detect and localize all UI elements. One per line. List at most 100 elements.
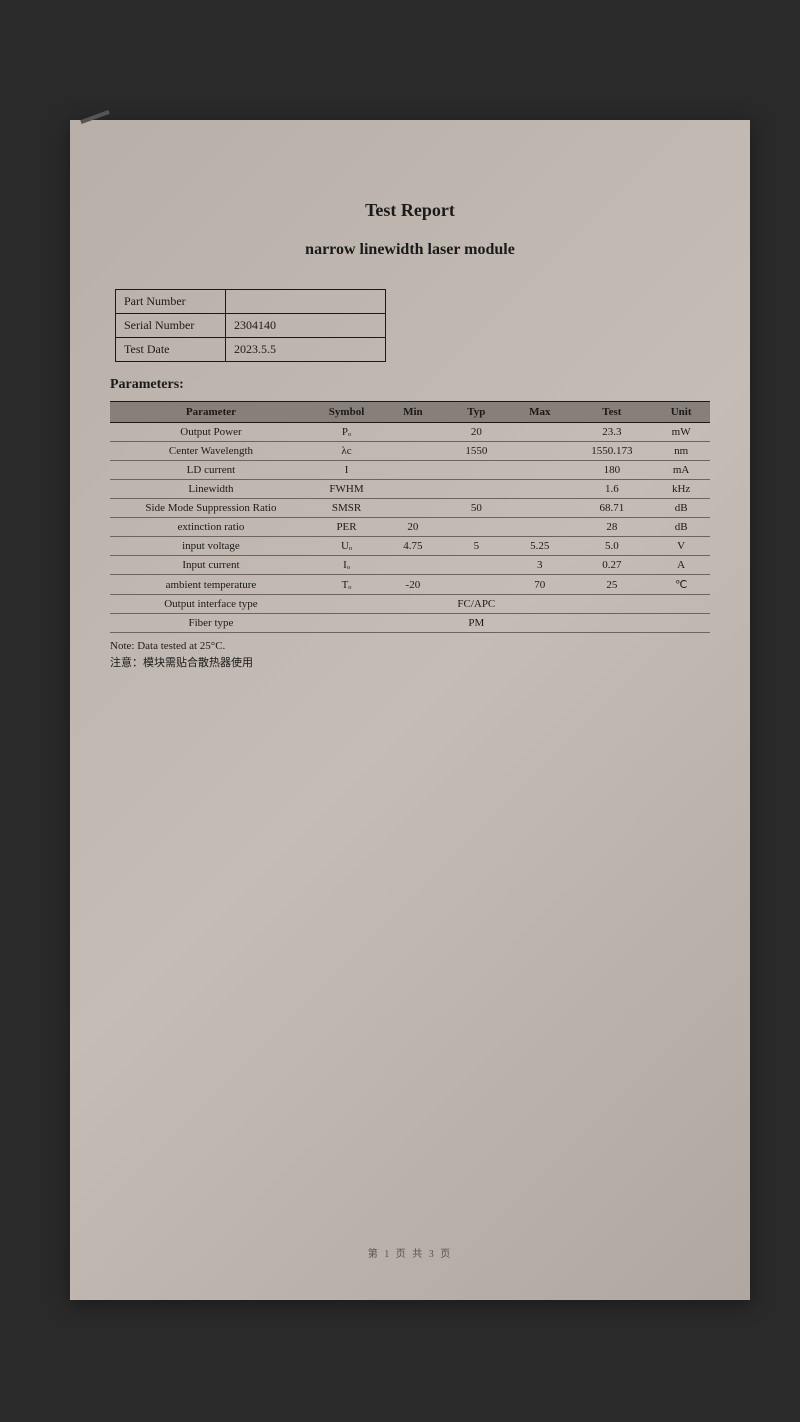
info-table: Part Number Serial Number 2304140 Test D… bbox=[115, 289, 386, 362]
cell-min: 4.75 bbox=[381, 537, 444, 556]
cell-max bbox=[508, 480, 571, 499]
cell-typ: 50 bbox=[445, 499, 508, 518]
table-row: Output PowerPₒ 20 23.3mW bbox=[110, 423, 710, 442]
serial-number-value: 2304140 bbox=[226, 314, 386, 338]
table-header-row: Parameter Symbol Min Typ Max Test Unit bbox=[110, 402, 710, 423]
cell-symbol: Iₒ bbox=[312, 556, 381, 575]
part-number-label: Part Number bbox=[116, 290, 226, 314]
report-title: Test Report bbox=[110, 200, 710, 221]
cell-max: 3 bbox=[508, 556, 571, 575]
cell-unit: mA bbox=[652, 461, 710, 480]
cell-min bbox=[381, 556, 444, 575]
cell-parameter: Fiber type bbox=[110, 614, 312, 633]
note-line-2: 注意：模块需贴合散热器使用 bbox=[110, 655, 710, 672]
info-row-test-date: Test Date 2023.5.5 bbox=[116, 338, 386, 362]
table-row: ambient temperatureTₒ-207025℃ bbox=[110, 575, 710, 595]
cell-symbol bbox=[312, 595, 381, 614]
cell-test: 25 bbox=[572, 575, 653, 595]
cell-min bbox=[381, 423, 444, 442]
test-date-label: Test Date bbox=[116, 338, 226, 362]
cell-unit: V bbox=[652, 537, 710, 556]
cell-test bbox=[572, 614, 653, 633]
cell-min bbox=[381, 442, 444, 461]
cell-test: 180 bbox=[572, 461, 653, 480]
cell-unit: A bbox=[652, 556, 710, 575]
cell-max bbox=[508, 518, 571, 537]
info-row-serial-number: Serial Number 2304140 bbox=[116, 314, 386, 338]
cell-symbol: FWHM bbox=[312, 480, 381, 499]
header-test: Test bbox=[572, 402, 653, 423]
cell-unit: dB bbox=[652, 499, 710, 518]
parameters-table: Parameter Symbol Min Typ Max Test Unit O… bbox=[110, 401, 710, 633]
cell-typ bbox=[445, 480, 508, 499]
cell-symbol: SMSR bbox=[312, 499, 381, 518]
part-number-value bbox=[226, 290, 386, 314]
table-row: extinction ratioPER20 28dB bbox=[110, 518, 710, 537]
cell-value: PM bbox=[381, 614, 571, 633]
header-min: Min bbox=[381, 402, 444, 423]
cell-typ: 20 bbox=[445, 423, 508, 442]
cell-test: 23.3 bbox=[572, 423, 653, 442]
test-date-value: 2023.5.5 bbox=[226, 338, 386, 362]
cell-parameter: Output interface type bbox=[110, 595, 312, 614]
cell-unit: nm bbox=[652, 442, 710, 461]
cell-min: 20 bbox=[381, 518, 444, 537]
cell-test: 5.0 bbox=[572, 537, 653, 556]
cell-symbol: Tₒ bbox=[312, 575, 381, 595]
cell-parameter: Input current bbox=[110, 556, 312, 575]
table-row: input voltageUₒ4.7555.255.0V bbox=[110, 537, 710, 556]
cell-test: 68.71 bbox=[572, 499, 653, 518]
cell-test: 28 bbox=[572, 518, 653, 537]
cell-unit bbox=[652, 595, 710, 614]
serial-number-label: Serial Number bbox=[116, 314, 226, 338]
cell-unit: mW bbox=[652, 423, 710, 442]
cell-parameter: extinction ratio bbox=[110, 518, 312, 537]
cell-test bbox=[572, 595, 653, 614]
cell-parameter: Output Power bbox=[110, 423, 312, 442]
table-row: Input currentIₒ 30.27A bbox=[110, 556, 710, 575]
document-paper: Test Report narrow linewidth laser modul… bbox=[70, 120, 750, 1300]
cell-max bbox=[508, 499, 571, 518]
cell-symbol: Uₒ bbox=[312, 537, 381, 556]
cell-parameter: input voltage bbox=[110, 537, 312, 556]
cell-max: 5.25 bbox=[508, 537, 571, 556]
cell-symbol bbox=[312, 614, 381, 633]
page-footer: 第 1 页 共 3 页 bbox=[70, 1245, 750, 1260]
cell-typ bbox=[445, 461, 508, 480]
cell-symbol: PER bbox=[312, 518, 381, 537]
cell-unit: kHz bbox=[652, 480, 710, 499]
cell-min bbox=[381, 480, 444, 499]
cell-max bbox=[508, 442, 571, 461]
cell-value: FC/APC bbox=[381, 595, 571, 614]
cell-symbol: λc bbox=[312, 442, 381, 461]
note-line-1: Note: Data tested at 25°C. bbox=[110, 638, 710, 655]
cell-typ bbox=[445, 575, 508, 595]
cell-typ: 1550 bbox=[445, 442, 508, 461]
table-row: Output interface type FC/APC bbox=[110, 595, 710, 614]
cell-symbol: Pₒ bbox=[312, 423, 381, 442]
cell-typ bbox=[445, 518, 508, 537]
cell-symbol: I bbox=[312, 461, 381, 480]
table-row: Center Wavelengthλc 1550 1550.173nm bbox=[110, 442, 710, 461]
parameters-header: Parameters: bbox=[110, 377, 710, 393]
cell-test: 1550.173 bbox=[572, 442, 653, 461]
cell-test: 0.27 bbox=[572, 556, 653, 575]
header-typ: Typ bbox=[445, 402, 508, 423]
cell-max bbox=[508, 461, 571, 480]
cell-min: -20 bbox=[381, 575, 444, 595]
cell-typ: 5 bbox=[445, 537, 508, 556]
cell-parameter: LD current bbox=[110, 461, 312, 480]
notes-section: Note: Data tested at 25°C. 注意：模块需贴合散热器使用 bbox=[110, 638, 710, 671]
cell-parameter: Side Mode Suppression Ratio bbox=[110, 499, 312, 518]
cell-unit: dB bbox=[652, 518, 710, 537]
table-row: Side Mode Suppression RatioSMSR 50 68.71dB bbox=[110, 499, 710, 518]
cell-parameter: Center Wavelength bbox=[110, 442, 312, 461]
info-row-part-number: Part Number bbox=[116, 290, 386, 314]
cell-test: 1.6 bbox=[572, 480, 653, 499]
cell-max: 70 bbox=[508, 575, 571, 595]
header-symbol: Symbol bbox=[312, 402, 381, 423]
cell-unit bbox=[652, 614, 710, 633]
report-subtitle: narrow linewidth laser module bbox=[110, 241, 710, 259]
cell-parameter: Linewidth bbox=[110, 480, 312, 499]
table-row: LD currentI 180mA bbox=[110, 461, 710, 480]
